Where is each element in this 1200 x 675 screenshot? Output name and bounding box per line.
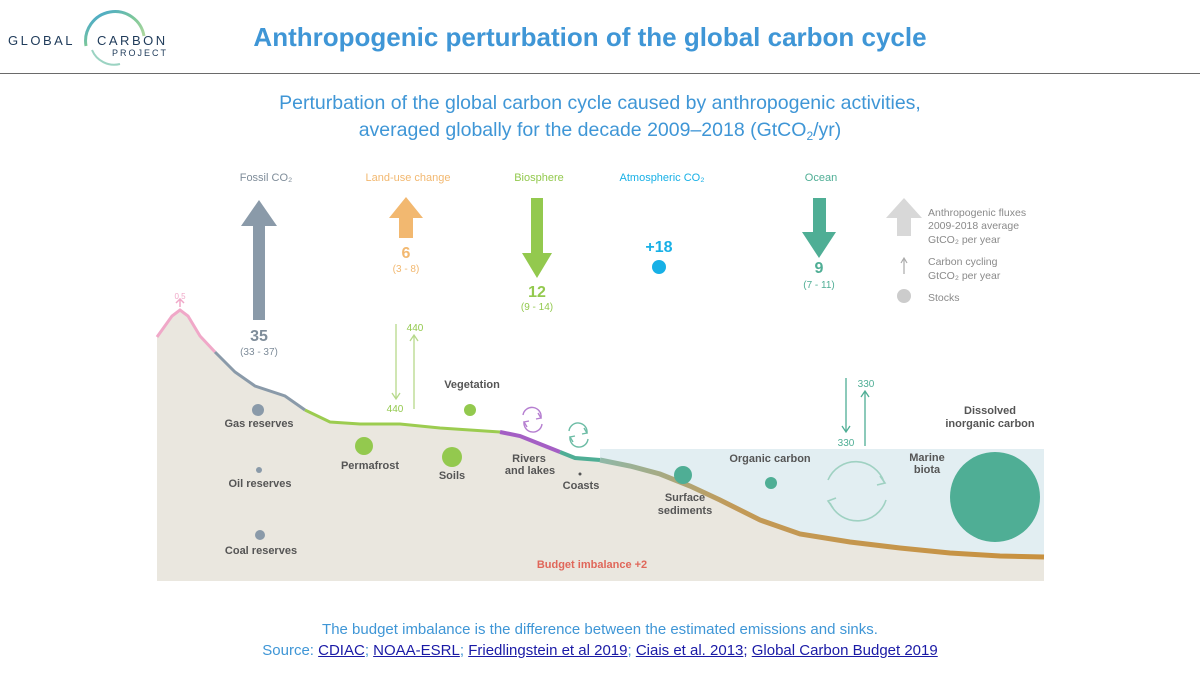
fossil-range: (33 - 37) bbox=[240, 347, 278, 358]
land-cycling-down-arrow bbox=[391, 324, 401, 401]
terrain bbox=[157, 310, 1044, 581]
global-carbon-project-logo bbox=[8, 6, 178, 72]
coasts-stock bbox=[578, 472, 582, 476]
ocean-range: (7 - 11) bbox=[803, 280, 835, 291]
permafrost-label: Permafrost bbox=[341, 460, 399, 472]
footer-sources: Source: CDIAC; NOAA-ESRL; Friedlingstein… bbox=[150, 642, 1050, 659]
dissolved-label-line1: Dissolved bbox=[964, 405, 1016, 417]
legend-fluxes-line2: 2009-2018 average bbox=[928, 220, 1019, 232]
source-link-cdiac[interactable]: CDIAC bbox=[318, 642, 365, 659]
surface-sediments-stock bbox=[674, 466, 692, 484]
diagram-subtitle-line2: averaged globally for the decade 2009–20… bbox=[150, 119, 1050, 143]
landuse-arrow bbox=[389, 197, 423, 238]
rivers-ridge bbox=[499, 430, 561, 454]
source-separator: ; bbox=[743, 642, 748, 659]
legend-fluxes-line3: GtCO₂ per year bbox=[928, 234, 1001, 246]
biosphere-header: Biosphere bbox=[514, 172, 564, 184]
fossil-ridge bbox=[213, 350, 306, 412]
atmospheric-header: Atmospheric CO₂ bbox=[620, 172, 705, 184]
coasts-label: Coasts bbox=[563, 480, 600, 492]
page-title: Anthropogenic perturbation of the global… bbox=[253, 22, 927, 52]
sediment-ridge bbox=[599, 457, 1045, 560]
dissolved-label-line2: inorganic carbon bbox=[945, 418, 1035, 430]
organic-carbon-stock bbox=[765, 477, 777, 489]
fossil-value: 35 bbox=[250, 328, 268, 345]
ocean-header: Ocean bbox=[805, 172, 837, 184]
source-link-noaa-esrl[interactable]: NOAA-ESRL bbox=[373, 642, 460, 659]
subtitle-line2-post: /yr) bbox=[813, 119, 842, 141]
logo-word-global: GLOBAL bbox=[8, 33, 76, 48]
volcano-ridge bbox=[155, 308, 217, 354]
marine-biota-label-line1: Marine bbox=[909, 452, 944, 464]
legend-stocks-label: Stocks bbox=[928, 292, 960, 304]
source-label: Source: bbox=[262, 642, 314, 659]
legend-cycling-line1: Carbon cycling bbox=[928, 256, 998, 268]
coal-reserves-stock bbox=[255, 530, 265, 540]
biosphere-range: (9 - 14) bbox=[521, 302, 553, 313]
land-cycling-up-arrow bbox=[409, 333, 419, 409]
atmospheric-value: +18 bbox=[645, 239, 672, 256]
source-link-friedlingstein[interactable]: Friedlingstein et al 2019 bbox=[468, 642, 628, 659]
surface-sediments-label-line1: Surface bbox=[665, 492, 705, 504]
fossil-arrow bbox=[241, 200, 277, 320]
marine-biota-label-line2: biota bbox=[914, 464, 941, 476]
source-separator: ; bbox=[364, 642, 369, 659]
land-cycling-down-value: 440 bbox=[387, 404, 404, 415]
ocean-biota-cycle-icon bbox=[826, 460, 887, 522]
permafrost-stock bbox=[355, 437, 373, 455]
surface-sediments-label-line2: sediments bbox=[658, 505, 712, 517]
diagram-subtitle-line1: Perturbation of the global carbon cycle … bbox=[279, 92, 921, 114]
ocean-value: 9 bbox=[815, 260, 824, 277]
land-ridge bbox=[304, 408, 501, 434]
ocean-cycling-down-arrow bbox=[841, 378, 851, 434]
biosphere-arrow bbox=[522, 198, 552, 278]
soils-label: Soils bbox=[439, 470, 465, 482]
source-link-ciais[interactable]: Ciais et al. 2013 bbox=[635, 642, 744, 659]
logo-word-carbon: CARBON bbox=[97, 33, 168, 48]
logo-word-project: PROJECT bbox=[112, 48, 169, 58]
source-separator: ; bbox=[627, 642, 632, 659]
legend-fluxes-arrow bbox=[886, 198, 922, 236]
subtitle-line2-pre: averaged globally for the decade 2009–20… bbox=[358, 119, 807, 141]
legend-fluxes-line1: Anthropogenic fluxes bbox=[928, 207, 1026, 219]
rivers-cycle-icon bbox=[522, 406, 543, 433]
oil-reserves-label: Oil reserves bbox=[229, 478, 292, 490]
source-separator: ; bbox=[459, 642, 465, 659]
rivers-label-line2: and lakes bbox=[505, 465, 555, 477]
fossil-header: Fossil CO₂ bbox=[240, 172, 293, 184]
gas-reserves-stock bbox=[252, 404, 264, 416]
source-link-gcb-2019[interactable]: Global Carbon Budget 2019 bbox=[751, 642, 938, 659]
ocean-cycling-up-value: 330 bbox=[858, 379, 875, 390]
gas-reserves-label: Gas reserves bbox=[224, 418, 293, 430]
ocean-arrow bbox=[802, 198, 836, 258]
landuse-value: 6 bbox=[402, 245, 411, 262]
atmospheric-co2-dot bbox=[652, 260, 666, 274]
coasts-ridge bbox=[559, 450, 601, 462]
header-divider bbox=[0, 73, 1200, 74]
legend-cycling-line2: GtCO₂ per year bbox=[928, 270, 1001, 282]
ocean-cycling-down-value: 330 bbox=[838, 438, 855, 449]
volcanic-arrow bbox=[175, 297, 185, 307]
landuse-header: Land-use change bbox=[365, 172, 450, 184]
subtitle-subscript: 2 bbox=[806, 129, 814, 143]
landuse-range: (3 - 8) bbox=[393, 264, 420, 275]
biosphere-value: 12 bbox=[528, 284, 546, 301]
organic-carbon-label: Organic carbon bbox=[729, 453, 811, 465]
rivers-label-line1: Rivers bbox=[512, 453, 546, 465]
footer-note: The budget imbalance is the difference b… bbox=[322, 621, 878, 638]
vegetation-label: Vegetation bbox=[444, 379, 500, 391]
volcanic-value: 0.5 bbox=[174, 292, 186, 301]
coasts-cycle-icon bbox=[568, 422, 589, 448]
dissolved-inorganic-carbon-stock bbox=[950, 452, 1040, 542]
legend-stocks-dot bbox=[897, 289, 911, 303]
ocean-cycling-up-arrow bbox=[860, 389, 870, 446]
vegetation-stock bbox=[464, 404, 476, 416]
legend-cycling-arrow bbox=[900, 256, 908, 274]
budget-imbalance-label: Budget imbalance +2 bbox=[537, 559, 647, 571]
coal-reserves-label: Coal reserves bbox=[225, 545, 297, 557]
soils-stock bbox=[442, 447, 462, 467]
land-cycling-up-value: 440 bbox=[407, 323, 424, 334]
oil-reserves-stock bbox=[256, 467, 262, 473]
